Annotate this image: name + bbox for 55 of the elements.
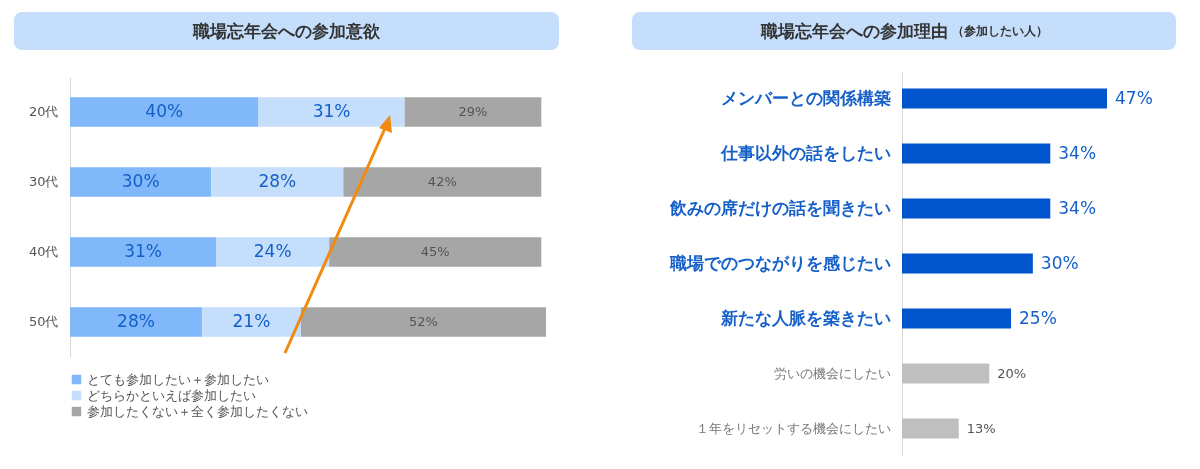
bar — [216, 237, 330, 267]
data-label: 31% — [312, 101, 351, 121]
y-tick-label: 40代 — [28, 244, 59, 259]
bar — [902, 253, 1033, 274]
y-tick-label: 仕事以外の話をしたい — [719, 142, 891, 163]
chart-title: 職場忘年会への参加理由 — [760, 20, 948, 41]
bar — [211, 167, 344, 197]
y-tick-label: １年をリセットする機会にしたい — [695, 420, 891, 436]
data-label: 47% — [1115, 87, 1153, 108]
legend-label: 参加したくない＋全く参加したくない — [87, 403, 308, 419]
data-label: 28% — [117, 311, 155, 331]
data-label: 34% — [1058, 142, 1097, 163]
bar — [902, 88, 1107, 109]
data-label: 42% — [427, 174, 457, 189]
bar — [902, 418, 959, 439]
data-label: 29% — [458, 104, 488, 119]
legend-label: どちらかといえば参加したい — [87, 387, 256, 403]
data-label: 20% — [997, 365, 1027, 381]
bar — [902, 198, 1051, 219]
legend-label: とても参加したい＋参加したい — [87, 371, 269, 387]
data-label: 21% — [232, 311, 271, 331]
chart-title: 職場忘年会への参加意欲 — [14, 12, 559, 50]
y-tick-label: 20代 — [28, 104, 59, 119]
y-tick-label: 30代 — [28, 174, 59, 189]
y-tick-label: 新たな人脈を築きたい — [719, 307, 891, 328]
data-label: 34% — [1058, 197, 1097, 218]
bar — [902, 143, 1051, 164]
bar — [343, 167, 542, 197]
bar — [300, 307, 546, 337]
y-tick-label: メンバーとの関係構築 — [720, 87, 891, 108]
bar — [258, 97, 405, 127]
data-label: 25% — [1019, 307, 1057, 328]
bar — [201, 307, 301, 337]
data-label: 45% — [420, 244, 450, 259]
bar — [70, 307, 202, 337]
y-tick-label: 50代 — [28, 314, 59, 329]
bar — [329, 237, 542, 267]
bar — [70, 167, 212, 197]
bar — [70, 97, 259, 127]
data-label: 13% — [966, 420, 996, 436]
bar — [404, 97, 542, 127]
y-tick-label: 職場でのつながりを感じたい — [668, 252, 891, 273]
data-label: 52% — [409, 314, 438, 329]
y-tick-label: 飲みの席だけの話を聞きたい — [668, 197, 891, 218]
data-label: 31% — [124, 241, 162, 261]
bar — [902, 308, 1012, 329]
data-label: 30% — [1040, 252, 1079, 273]
data-label: 24% — [253, 241, 292, 261]
bar — [70, 237, 217, 267]
chart-subtitle: （参加したい人） — [951, 22, 1048, 40]
data-label: 40% — [145, 101, 184, 121]
bar — [902, 363, 990, 384]
data-label: 30% — [121, 171, 160, 191]
data-label: 28% — [258, 171, 297, 191]
y-tick-label: 労いの機会にしたい — [773, 365, 891, 381]
